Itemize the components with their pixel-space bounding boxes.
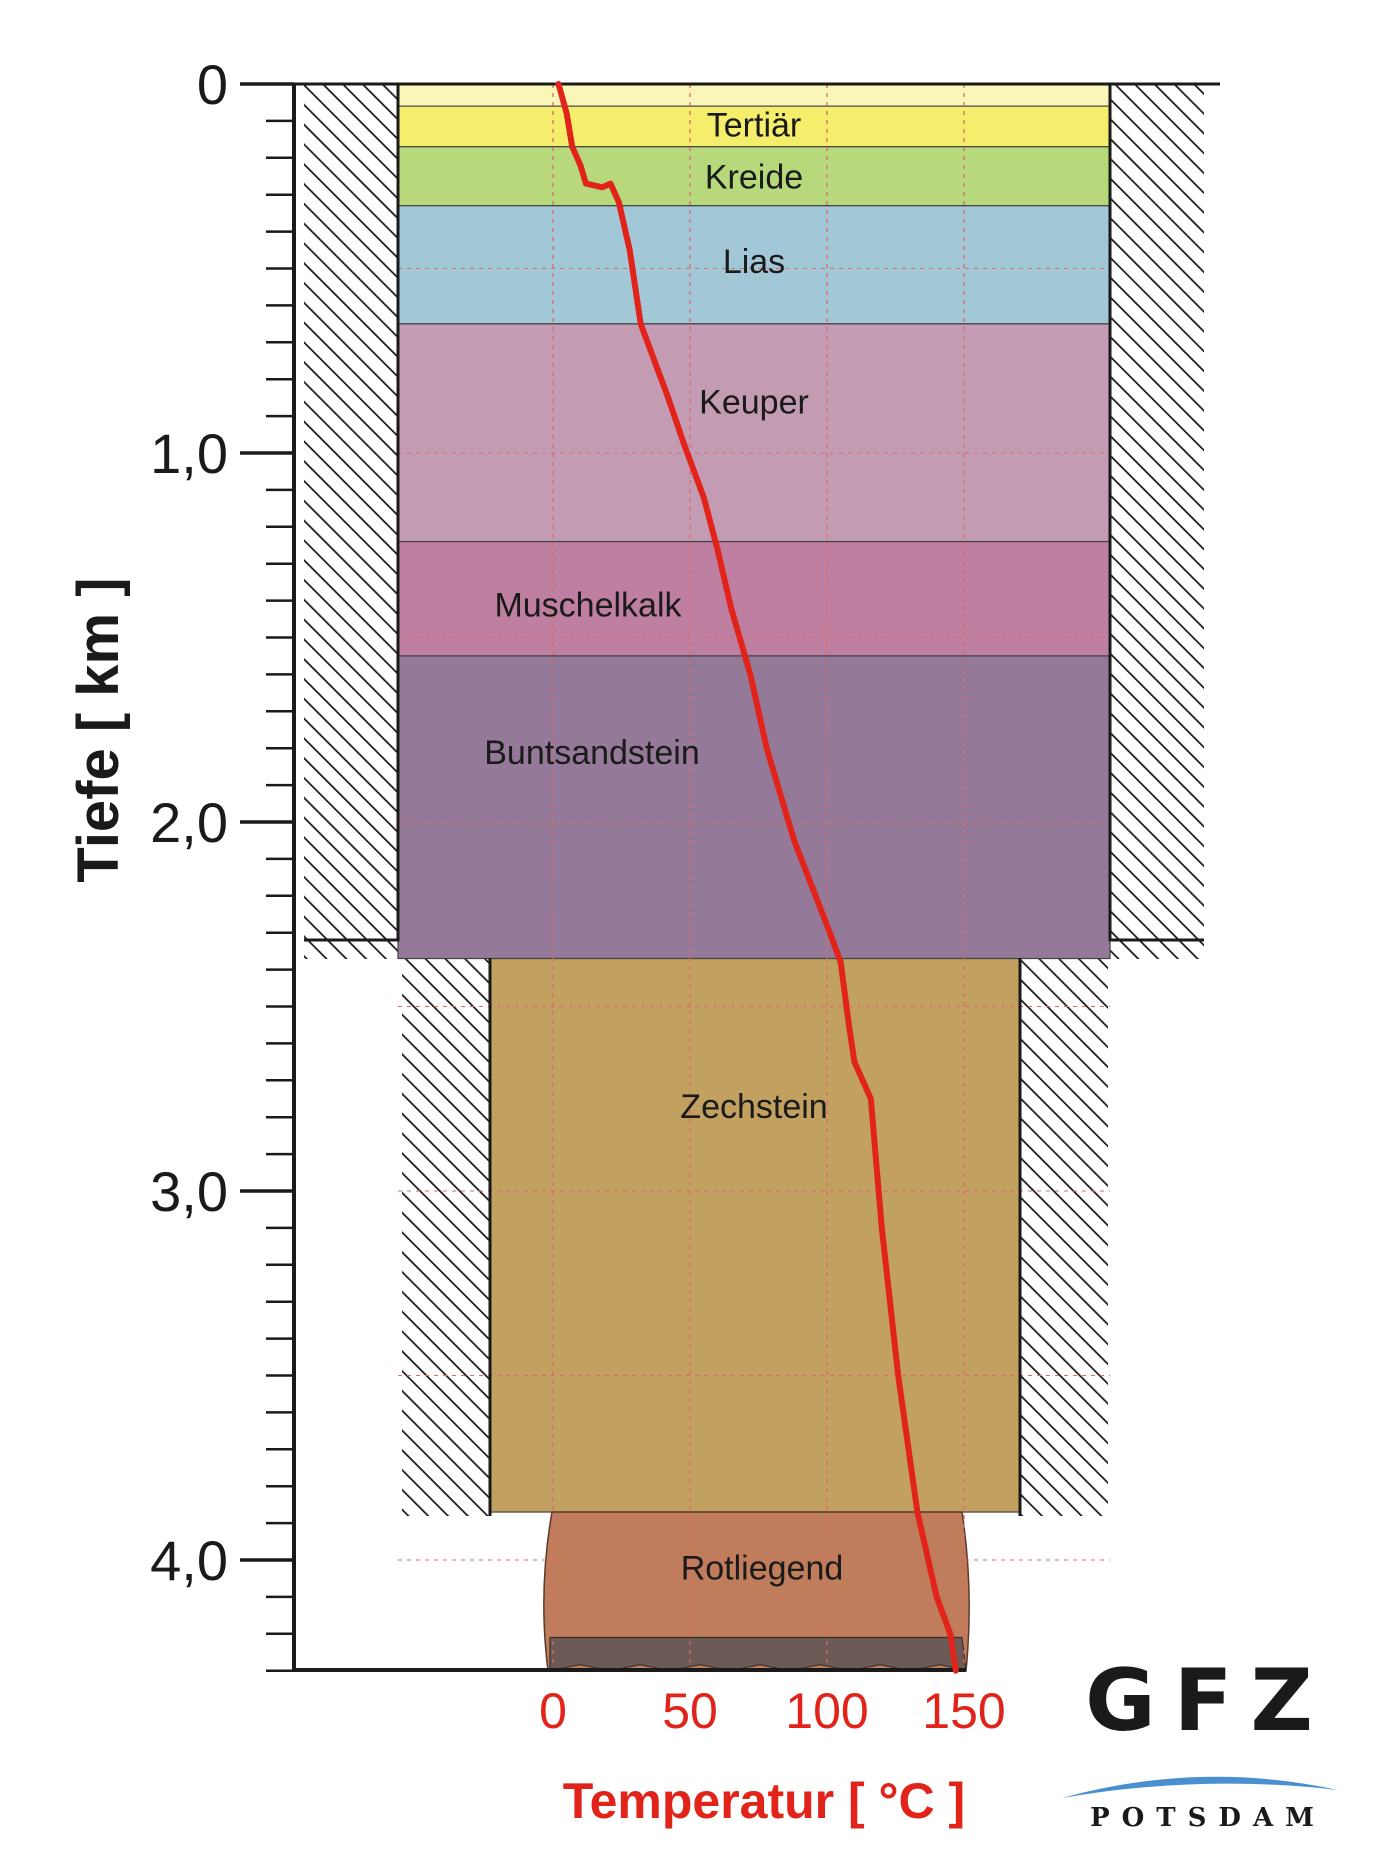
temperature-tick-label: 150 (922, 1683, 1005, 1739)
layer-label-kreide: Kreide (705, 158, 803, 196)
casing-wall-left-upper (304, 84, 398, 959)
casing-outlines (294, 82, 1220, 1516)
temperature-axis-title: Temperatur [ °C ] (563, 1773, 965, 1829)
layer-muschelkalk (397, 540, 1111, 657)
casing-walls (304, 84, 1204, 1516)
casing-wall-left-lower (402, 940, 490, 1516)
casing-outline-right (1108, 84, 1204, 942)
layer-label-rotliegend: Rotliegend (681, 1549, 844, 1587)
layer-zechstein (489, 957, 1021, 1513)
depth-axis (292, 84, 966, 1672)
layer-labels: Tertiär Kreide Lias Keuper Muschelkalk Buntsa… (484, 107, 843, 1588)
casing-wall-right-lower (1020, 940, 1108, 1516)
depth-tick-label: 4,0 (150, 1529, 228, 1592)
depth-tick-label: 0 (197, 53, 228, 116)
gfz-logo: GFZ POTSDAM (1062, 1651, 1338, 1833)
layer-label-keuper: Keuper (699, 383, 809, 421)
layer-lias (397, 205, 1111, 325)
layer-buntsandstein (397, 655, 1111, 960)
layer-label-muschelkalk: Muschelkalk (494, 586, 682, 624)
temperature-tick-label: 0 (539, 1683, 567, 1739)
layer-label-lias: Lias (723, 243, 785, 281)
layer-keuper (397, 323, 1111, 543)
casing-outline-left (304, 84, 400, 942)
temperature-curve (555, 81, 959, 1674)
layer-label-tertiar: Tertiär (707, 107, 801, 145)
stratigraphic-layers (397, 83, 1111, 1672)
depth-axis-title: Tiefe [ km ] (66, 577, 131, 882)
depth-tick-label: 1,0 (150, 422, 228, 485)
layer-surface-band (397, 83, 1111, 107)
logo-swoosh-icon (1062, 1776, 1338, 1798)
layer-label-buntsandstein: Buntsandstein (484, 734, 700, 772)
temperature-ticks: 0 50 100 150 (539, 1683, 1006, 1739)
casing-wall-right-upper (1110, 84, 1204, 959)
depth-ticks: 0 1,0 2,0 3,0 4,0 (150, 53, 294, 1672)
temperature-tick-label: 100 (785, 1683, 868, 1739)
depth-tick-label: 3,0 (150, 1160, 228, 1223)
layer-label-zechstein: Zechstein (680, 1088, 827, 1126)
grid-lines (398, 84, 1110, 1671)
layer-kreide (397, 146, 1111, 207)
logo-gfz-text: GFZ (1085, 1651, 1331, 1751)
temperature-tick-label: 50 (662, 1683, 718, 1739)
depth-tick-label: 2,0 (150, 791, 228, 854)
logo-potsdam-text: POTSDAM (1090, 1803, 1326, 1833)
